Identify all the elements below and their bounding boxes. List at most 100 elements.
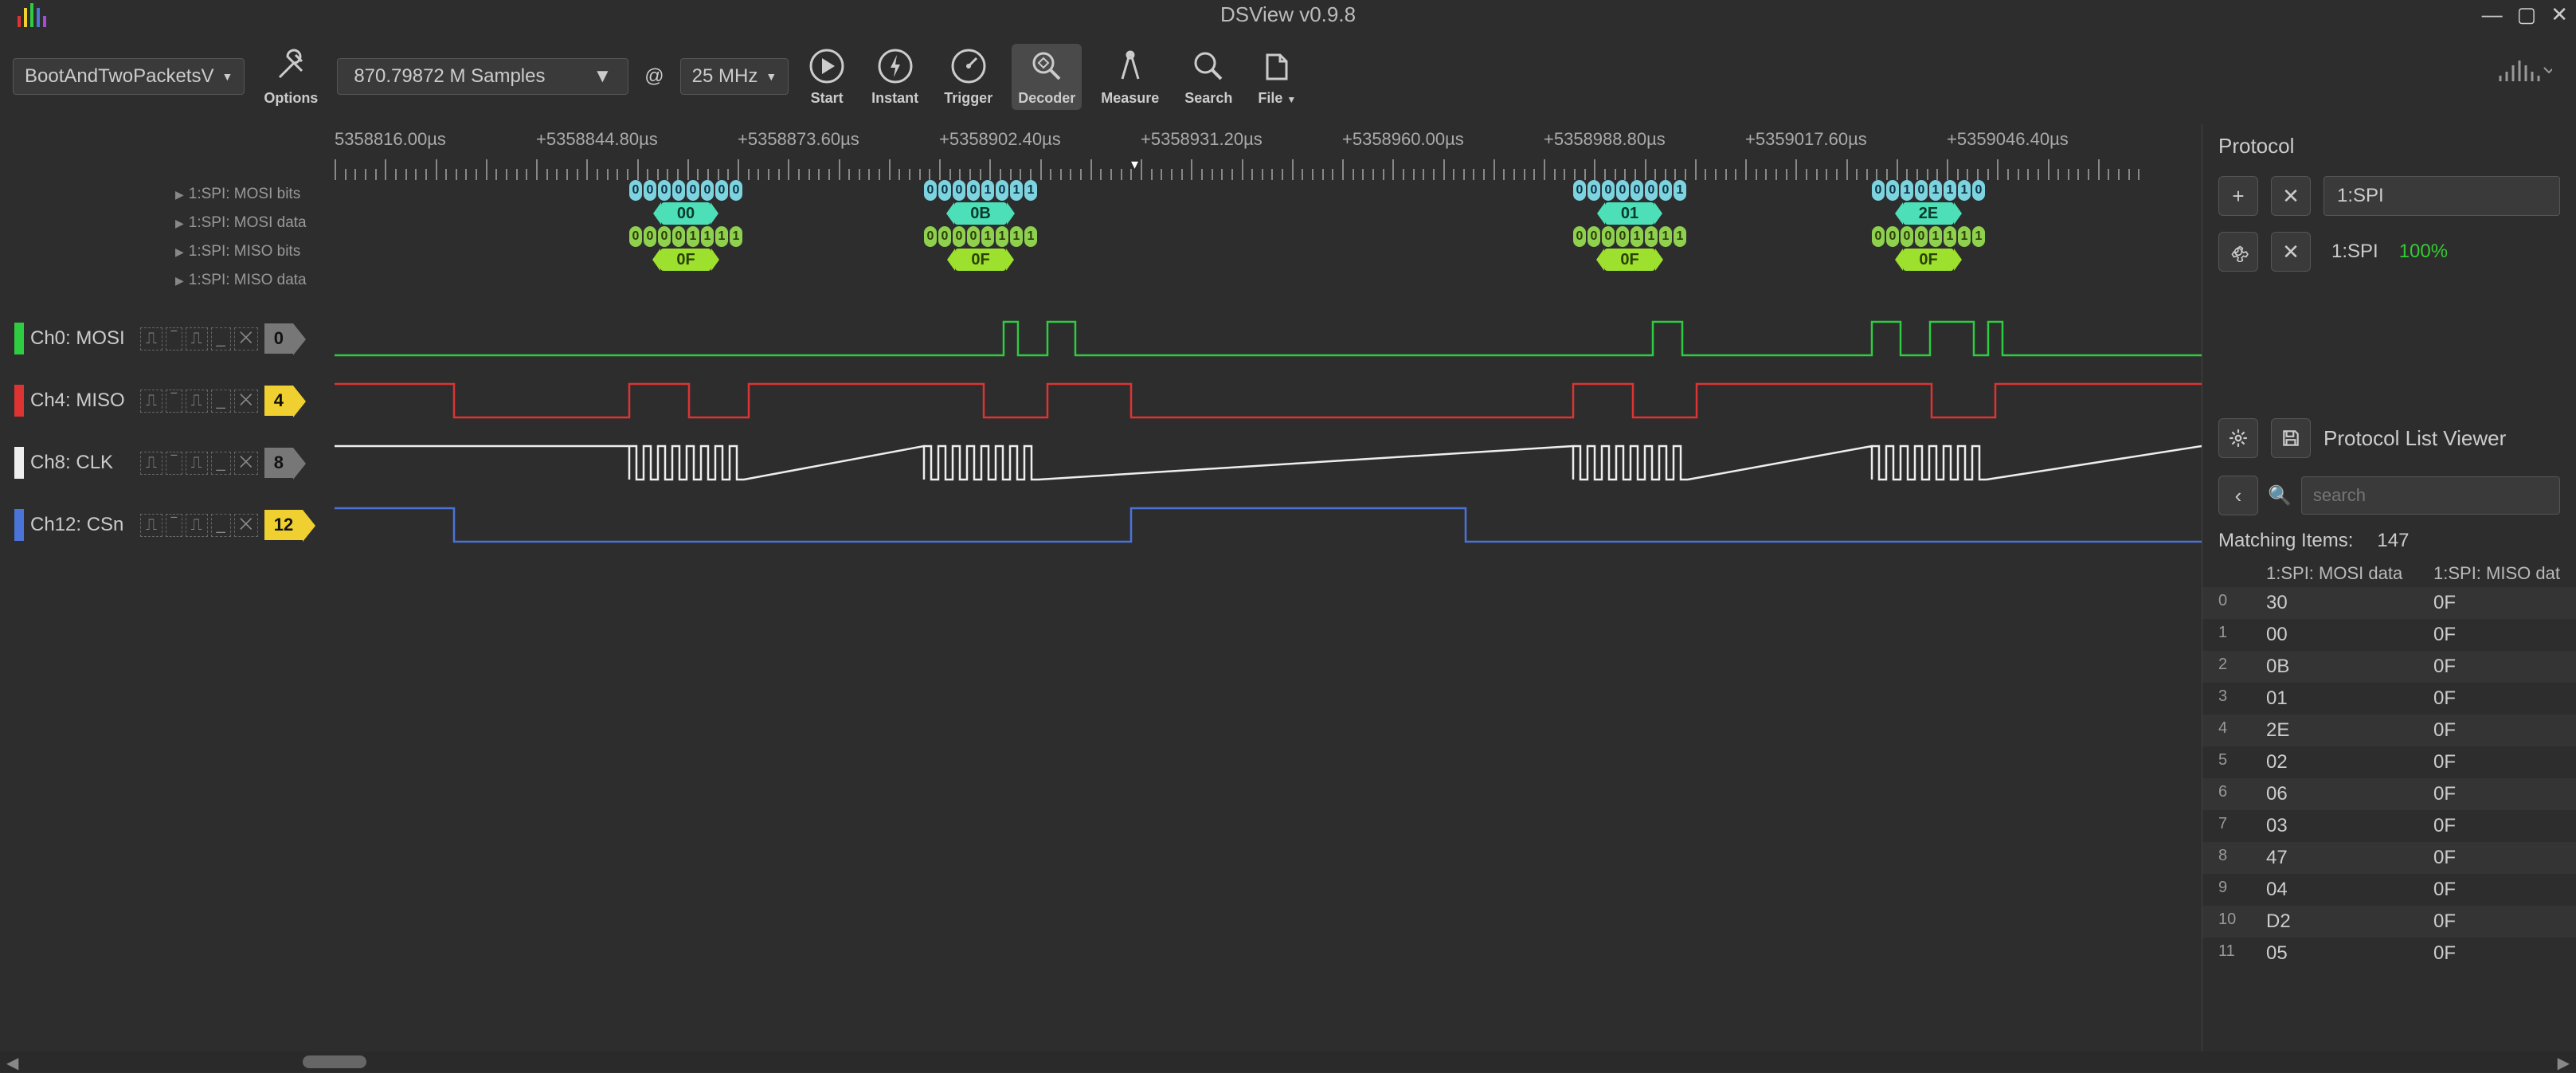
- channel-name: Ch4: MISO: [30, 390, 134, 412]
- window-title: DSView v0.9.8: [1220, 2, 1356, 27]
- channel-number[interactable]: 4: [264, 386, 293, 416]
- matching-label: Matching Items:: [2218, 530, 2353, 552]
- data-table[interactable]: 1:SPI: MOSI data1:SPI: MISO dat 0300F100…: [2202, 560, 2576, 1051]
- start-button[interactable]: Start: [801, 44, 852, 110]
- spectrum-icon[interactable]: [2496, 56, 2552, 90]
- play-icon: [808, 47, 846, 85]
- matching-count: 147: [2377, 530, 2409, 552]
- waveform-area[interactable]: 5358816.00µs+5358844.80µs+5358873.60µs+5…: [0, 124, 2202, 1051]
- channel-header[interactable]: Ch0: MOSI ⎍‾⎍_⨉ 0: [0, 323, 335, 354]
- column-header[interactable]: 1:SPI: MISO dat: [2433, 563, 2560, 584]
- list-save-button[interactable]: [2271, 418, 2311, 458]
- decode-byte: 000010110B000011110F: [924, 180, 1037, 272]
- time-label: +5358988.80µs: [1544, 129, 1666, 150]
- channel-row: Ch0: MOSI ⎍‾⎍_⨉ 0: [0, 307, 2202, 370]
- channel-header[interactable]: Ch4: MISO ⎍‾⎍_⨉ 4: [0, 385, 335, 417]
- table-row[interactable]: 10D20F: [2202, 906, 2576, 938]
- channel-name: Ch12: CSn: [30, 514, 134, 536]
- table-row[interactable]: 9040F: [2202, 874, 2576, 906]
- waveform[interactable]: [335, 432, 2202, 494]
- remove-protocol-button[interactable]: ✕: [2271, 176, 2311, 216]
- file-dropdown[interactable]: BootAndTwoPacketsV▼: [13, 58, 245, 95]
- channel-number[interactable]: 12: [264, 510, 303, 540]
- sample-count-label: 870.79872 M Samples: [354, 65, 545, 88]
- options-button[interactable]: Options: [257, 44, 324, 110]
- at-label: @: [641, 65, 667, 88]
- minimize-button[interactable]: —: [2482, 2, 2503, 27]
- waveform[interactable]: [335, 370, 2202, 432]
- time-label: +5358931.20µs: [1141, 129, 1263, 150]
- horizontal-scrollbar[interactable]: ◀ ▶: [0, 1051, 2576, 1072]
- table-row[interactable]: 20B0F: [2202, 651, 2576, 683]
- channel-header[interactable]: Ch8: CLK ⎍‾⎍_⨉ 8: [0, 447, 335, 479]
- decode-trace-label[interactable]: ▶1:SPI: MOSI data: [175, 209, 335, 237]
- close-button[interactable]: ✕: [2551, 2, 2568, 27]
- instant-icon: [876, 47, 914, 85]
- table-row[interactable]: 5020F: [2202, 746, 2576, 778]
- trigger-button[interactable]: Trigger: [938, 44, 999, 110]
- list-settings-button[interactable]: [2218, 418, 2258, 458]
- search-input[interactable]: [2301, 476, 2560, 515]
- table-row[interactable]: 0300F: [2202, 587, 2576, 619]
- channel-number[interactable]: 0: [264, 323, 293, 354]
- channel-trigger-modes[interactable]: ⎍‾⎍_⨉: [140, 390, 258, 413]
- table-row[interactable]: 3010F: [2202, 683, 2576, 715]
- table-row[interactable]: 8470F: [2202, 842, 2576, 874]
- decode-byte: 0000000000000011110F: [629, 180, 742, 272]
- decode-trace-label[interactable]: ▶1:SPI: MISO data: [175, 266, 335, 295]
- protocol-settings-button[interactable]: [2218, 232, 2258, 272]
- table-row[interactable]: 42E0F: [2202, 715, 2576, 746]
- measure-button[interactable]: Measure: [1094, 44, 1165, 110]
- time-label: +5359046.40µs: [1947, 129, 2069, 150]
- protocol-delete-button[interactable]: ✕: [2271, 232, 2311, 272]
- options-label: Options: [264, 90, 318, 107]
- gear-icon: [2228, 241, 2249, 262]
- decoder-button[interactable]: Decoder: [1012, 44, 1082, 110]
- instant-button[interactable]: Instant: [865, 44, 925, 110]
- search-button[interactable]: Search: [1178, 44, 1239, 110]
- column-header[interactable]: 1:SPI: MOSI data: [2266, 563, 2433, 584]
- maximize-button[interactable]: ▢: [2517, 2, 2537, 27]
- sample-count-dropdown[interactable]: 870.79872 M Samples▼: [337, 58, 628, 95]
- channel-color: [14, 323, 24, 354]
- channel-trigger-modes[interactable]: ⎍‾⎍_⨉: [140, 452, 258, 475]
- channel-trigger-modes[interactable]: ⎍‾⎍_⨉: [140, 327, 258, 350]
- time-label: +5358844.80µs: [536, 129, 658, 150]
- channel-row: Ch4: MISO ⎍‾⎍_⨉ 4: [0, 370, 2202, 432]
- waveform[interactable]: [335, 494, 2202, 556]
- file-button[interactable]: File ▼: [1251, 44, 1302, 110]
- channel-trigger-modes[interactable]: ⎍‾⎍_⨉: [140, 514, 258, 537]
- gauge-icon: [949, 47, 988, 85]
- protocol-input[interactable]: 1:SPI: [2323, 176, 2560, 216]
- time-label: +5358902.40µs: [939, 129, 1061, 150]
- list-viewer-title: Protocol List Viewer: [2323, 426, 2506, 451]
- channel-header[interactable]: Ch12: CSn ⎍‾⎍_⨉ 12: [0, 509, 335, 541]
- scrollbar-thumb[interactable]: [303, 1055, 366, 1068]
- waveform[interactable]: [335, 307, 2202, 370]
- file-dropdown-label: BootAndTwoPacketsV: [25, 65, 213, 88]
- time-label: 5358816.00µs: [335, 129, 446, 150]
- time-ruler: 5358816.00µs+5358844.80µs+5358873.60µs+5…: [335, 124, 2202, 180]
- add-protocol-button[interactable]: +: [2218, 176, 2258, 216]
- protocol-item-label: 1:SPI: [2331, 241, 2378, 263]
- channel-row: Ch12: CSn ⎍‾⎍_⨉ 12: [0, 494, 2202, 556]
- decode-trace-label[interactable]: ▶1:SPI: MISO bits: [175, 237, 335, 266]
- back-button[interactable]: ‹: [2218, 476, 2258, 515]
- sample-rate-dropdown[interactable]: 25 MHz▼: [680, 58, 789, 95]
- compass-icon: [1111, 47, 1149, 85]
- time-label: +5358960.00µs: [1342, 129, 1464, 150]
- channel-number[interactable]: 8: [264, 448, 293, 478]
- channel-color: [14, 509, 24, 541]
- decode-trace-label[interactable]: ▶1:SPI: MOSI bits: [175, 180, 335, 209]
- channel-name: Ch8: CLK: [30, 452, 134, 474]
- column-header[interactable]: [2218, 563, 2266, 584]
- cursor-marker[interactable]: ▾: [1131, 156, 1138, 173]
- table-row[interactable]: 7030F: [2202, 810, 2576, 842]
- time-label: +5359017.60µs: [1745, 129, 1867, 150]
- protocol-item-pct: 100%: [2399, 241, 2448, 263]
- table-row[interactable]: 11050F: [2202, 938, 2576, 969]
- gear-icon: [2228, 428, 2249, 448]
- table-row[interactable]: 1000F: [2202, 619, 2576, 651]
- decoder-icon: [1028, 47, 1066, 85]
- table-row[interactable]: 6060F: [2202, 778, 2576, 810]
